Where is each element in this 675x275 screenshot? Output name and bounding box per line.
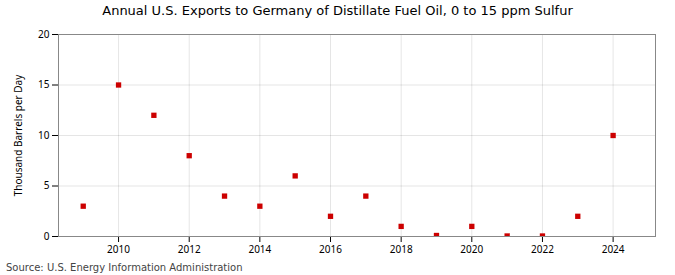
svg-text:15: 15 — [38, 77, 50, 91]
html-text:Source: U.S. Energy Informatio: Source: U.S. Energy Information Administ… — [6, 262, 243, 273]
svg-text:2014: 2014 — [248, 242, 271, 256]
svg-text:20: 20 — [38, 27, 50, 41]
svg-text:2022: 2022 — [531, 242, 554, 256]
svg-text:2010: 2010 — [107, 242, 130, 256]
svg-text:5: 5 — [44, 178, 50, 192]
svg-text:2018: 2018 — [390, 242, 413, 256]
svg-text:0: 0 — [44, 229, 50, 243]
svg-text:2020: 2020 — [460, 242, 483, 256]
svg-text:Thousand Barrels per Day: Thousand Barrels per Day — [11, 74, 25, 197]
svg-text:2012: 2012 — [178, 242, 201, 256]
svg-text:2024: 2024 — [602, 242, 625, 256]
svg-text:10: 10 — [38, 128, 50, 142]
svg-text:2016: 2016 — [319, 242, 342, 256]
html-text:Annual U.S. Exports to Germany: Annual U.S. Exports to Germany of Distil… — [102, 3, 573, 18]
